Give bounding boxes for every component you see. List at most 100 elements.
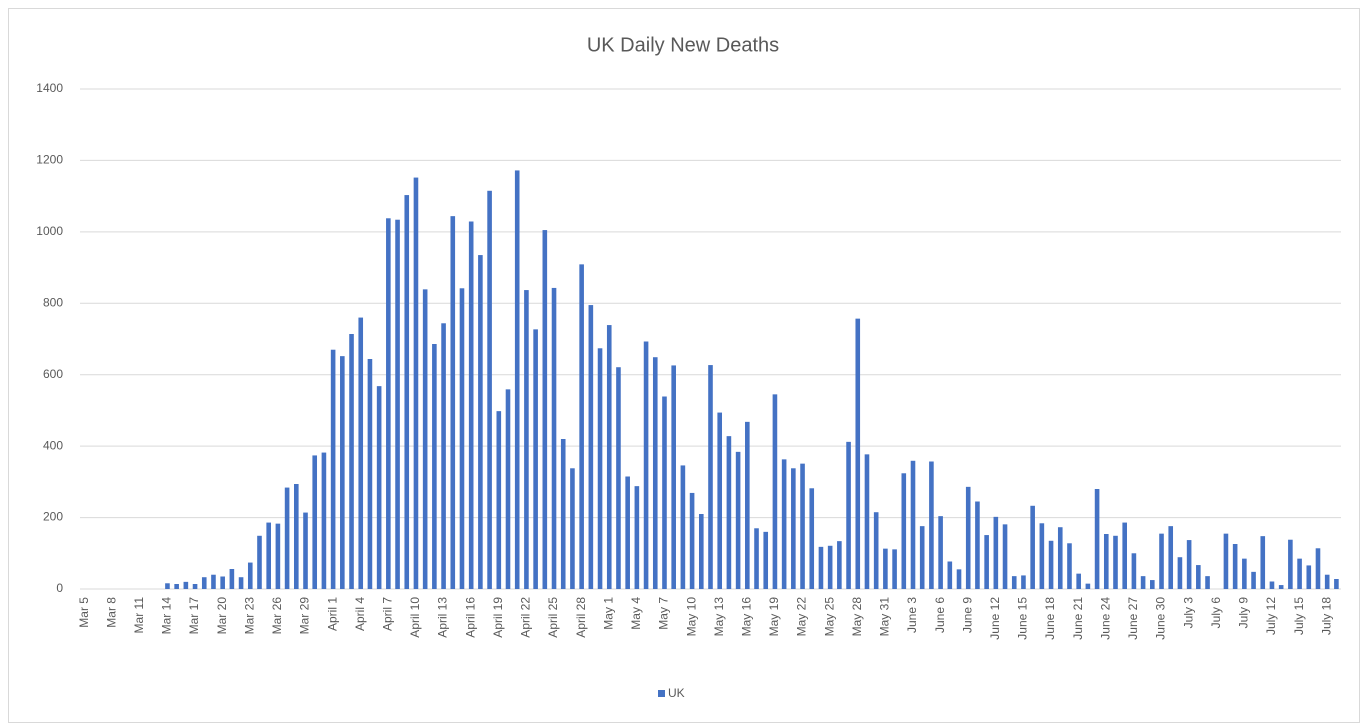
bar <box>662 396 667 589</box>
x-tick-label: June 12 <box>988 597 1002 640</box>
bar <box>1232 544 1238 589</box>
bar <box>229 569 235 589</box>
bar <box>1260 536 1266 589</box>
bar <box>597 348 603 589</box>
bar <box>551 287 557 589</box>
x-tick-label: May 28 <box>850 597 864 637</box>
bar <box>570 468 575 589</box>
bar <box>791 468 796 589</box>
x-tick-label: April 4 <box>353 597 367 631</box>
bar <box>266 522 271 589</box>
bar <box>947 561 953 589</box>
bar <box>984 535 989 589</box>
x-tick-label: May 10 <box>684 597 698 637</box>
bar <box>1021 575 1026 589</box>
x-tick-label: July 6 <box>1209 597 1223 629</box>
bar <box>965 486 971 589</box>
bar <box>1278 585 1284 589</box>
bar <box>496 411 502 589</box>
bar <box>1122 522 1127 589</box>
bar <box>478 255 483 590</box>
bar <box>606 325 612 589</box>
bar <box>432 344 437 589</box>
bar <box>413 177 419 590</box>
x-tick-label: June 18 <box>1043 597 1057 640</box>
bar <box>652 357 658 589</box>
x-tick-label: April 22 <box>519 597 533 638</box>
x-tick-label: Mar 29 <box>298 597 312 635</box>
y-tick-label: 0 <box>56 581 63 595</box>
bar <box>1048 540 1054 589</box>
bar <box>1324 574 1330 589</box>
bar <box>257 535 262 589</box>
bar <box>560 439 566 589</box>
bar <box>386 218 391 590</box>
bar <box>1269 581 1275 589</box>
bar <box>1177 557 1183 589</box>
x-tick-label: April 7 <box>381 597 395 631</box>
x-tick-label: April 13 <box>436 597 450 638</box>
bar <box>1103 534 1109 589</box>
x-tick-label: July 15 <box>1292 597 1306 635</box>
x-tick-label: May 25 <box>822 597 836 637</box>
bar <box>698 514 704 589</box>
bar <box>1196 565 1201 589</box>
x-tick-label: June 9 <box>960 597 974 633</box>
bar <box>312 455 318 589</box>
bar <box>1315 548 1321 589</box>
bar <box>220 576 225 589</box>
x-tick-label: Mar 5 <box>77 597 91 628</box>
bar <box>901 473 907 589</box>
bar <box>625 476 630 589</box>
bar <box>588 305 594 589</box>
bar <box>211 574 216 589</box>
bar <box>1076 573 1081 589</box>
bar <box>680 465 686 589</box>
bar <box>1334 579 1339 589</box>
bar <box>892 549 897 589</box>
bar <box>238 577 244 589</box>
x-tick-label: July 3 <box>1181 597 1195 629</box>
bar <box>201 577 207 589</box>
bar <box>367 359 373 589</box>
x-tick-label: April 10 <box>408 597 422 638</box>
bar <box>643 341 649 589</box>
bar <box>1288 539 1293 589</box>
bar <box>358 317 364 589</box>
y-tick-label: 200 <box>43 510 63 524</box>
x-tick-label: June 30 <box>1154 597 1168 640</box>
x-tick-label: July 12 <box>1264 597 1278 635</box>
legend-swatch <box>658 690 665 697</box>
bar <box>1186 540 1192 589</box>
bar <box>616 367 621 589</box>
bar <box>1011 576 1017 589</box>
bar <box>579 264 584 589</box>
bar <box>1131 553 1137 589</box>
x-tick-label: Mar 11 <box>132 597 146 634</box>
x-tick-label: May 4 <box>629 597 643 630</box>
chart-frame <box>8 8 1360 723</box>
x-tick-label: July 18 <box>1319 597 1333 635</box>
bar <box>1113 535 1118 589</box>
x-tick-label: June 6 <box>933 597 947 633</box>
bar <box>165 583 170 589</box>
y-tick-label: 800 <box>43 295 63 309</box>
bar <box>1150 580 1155 589</box>
x-tick-label: May 22 <box>795 597 809 637</box>
bar <box>855 318 861 589</box>
x-tick-label: June 15 <box>1016 597 1030 640</box>
bar <box>1067 543 1072 589</box>
x-tick-label: April 25 <box>546 597 560 638</box>
x-tick-label: Mar 8 <box>104 597 118 628</box>
bar <box>745 421 750 589</box>
y-tick-label: 1400 <box>36 81 63 95</box>
bar <box>330 349 336 589</box>
bar <box>1306 565 1312 589</box>
bar <box>1168 526 1174 589</box>
x-tick-label: May 1 <box>601 597 615 630</box>
bar <box>1159 533 1164 589</box>
bar <box>772 394 778 589</box>
bar <box>818 546 824 589</box>
bar <box>827 545 833 589</box>
